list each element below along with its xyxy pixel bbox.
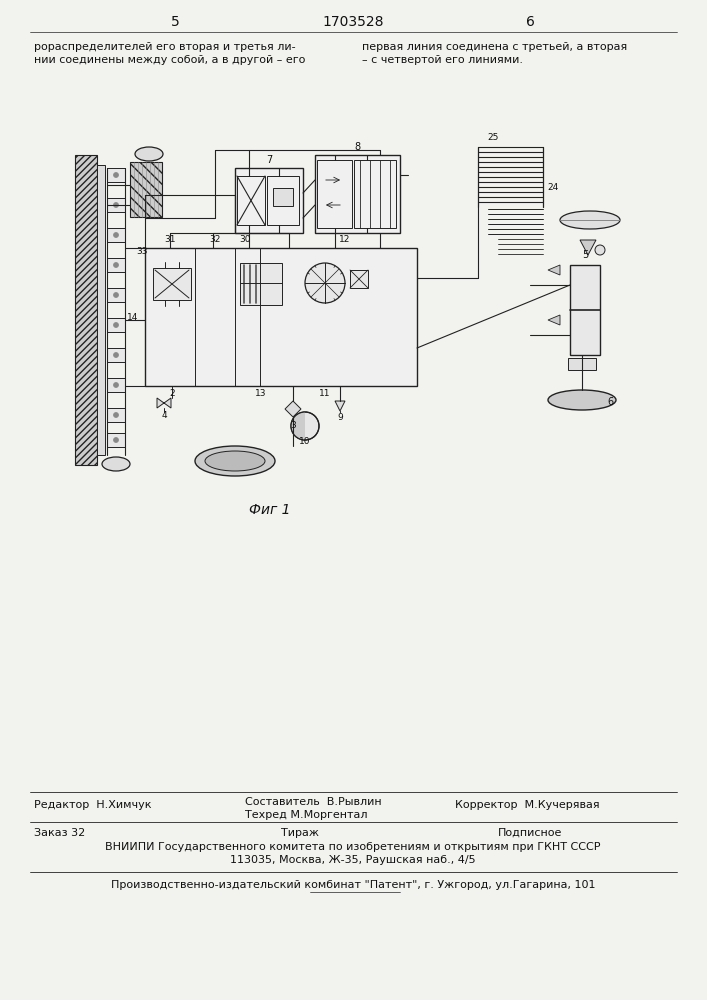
Circle shape — [305, 263, 345, 303]
Text: 8: 8 — [354, 142, 360, 152]
Text: 5: 5 — [170, 15, 180, 29]
Text: 30: 30 — [239, 235, 251, 244]
Text: Тираж: Тираж — [281, 828, 319, 838]
Polygon shape — [548, 265, 560, 275]
Ellipse shape — [548, 390, 616, 410]
Ellipse shape — [102, 457, 130, 471]
Bar — [107, 348, 125, 362]
Text: нии соединены между собой, а в другой – его: нии соединены между собой, а в другой – … — [34, 55, 305, 65]
Text: 32: 32 — [209, 235, 221, 244]
Polygon shape — [157, 398, 171, 408]
Text: 4: 4 — [161, 412, 167, 420]
Bar — [145, 248, 417, 386]
Text: 113035, Москва, Ж-35, Раушская наб., 4/5: 113035, Москва, Ж-35, Раушская наб., 4/5 — [230, 855, 476, 865]
Bar — [107, 408, 125, 422]
Circle shape — [114, 412, 119, 418]
Bar — [570, 265, 600, 355]
Text: 24: 24 — [547, 182, 559, 192]
Circle shape — [114, 322, 119, 328]
Circle shape — [114, 232, 119, 237]
Bar — [350, 270, 368, 288]
Text: 25: 25 — [487, 132, 498, 141]
Bar — [107, 433, 125, 447]
Text: 31: 31 — [164, 235, 176, 244]
Text: 5: 5 — [582, 250, 588, 260]
Bar — [107, 318, 125, 332]
Polygon shape — [580, 240, 596, 255]
Bar — [130, 162, 162, 217]
Bar — [354, 160, 396, 228]
Text: 13: 13 — [255, 389, 267, 398]
Bar — [75, 155, 97, 465]
Ellipse shape — [135, 147, 163, 161]
Bar — [240, 263, 282, 305]
Bar — [107, 168, 125, 182]
Circle shape — [114, 292, 119, 298]
Circle shape — [114, 382, 119, 387]
Circle shape — [114, 438, 119, 442]
Text: 6: 6 — [525, 15, 534, 29]
Text: 10: 10 — [299, 438, 311, 446]
Text: Производственно-издательский комбинат "Патент", г. Ужгород, ул.Гагарина, 101: Производственно-издательский комбинат "П… — [111, 880, 595, 890]
Circle shape — [114, 172, 119, 178]
Ellipse shape — [560, 211, 620, 229]
Circle shape — [114, 262, 119, 267]
Text: 3: 3 — [290, 420, 296, 430]
Bar — [107, 378, 125, 392]
Text: – с четвертой его линиями.: – с четвертой его линиями. — [362, 55, 523, 65]
Polygon shape — [335, 401, 345, 411]
Text: 6: 6 — [607, 397, 613, 407]
Text: 2: 2 — [169, 389, 175, 398]
Bar — [107, 288, 125, 302]
Text: 7: 7 — [266, 155, 272, 165]
Text: ВНИИПИ Государственного комитета по изобретениям и открытиям при ГКНТ СССР: ВНИИПИ Государственного комитета по изоб… — [105, 842, 601, 852]
Bar — [267, 176, 299, 225]
Bar — [153, 268, 191, 300]
Ellipse shape — [205, 451, 265, 471]
Text: 14: 14 — [127, 314, 139, 322]
Circle shape — [114, 202, 119, 208]
Text: Корректор  М.Кучерявая: Корректор М.Кучерявая — [455, 800, 600, 810]
Text: 12: 12 — [339, 235, 351, 244]
Circle shape — [114, 353, 119, 358]
Bar — [235, 168, 303, 233]
Text: Редактор  Н.Химчук: Редактор Н.Химчук — [34, 800, 151, 810]
Wedge shape — [291, 412, 305, 440]
Text: первая линия соединена с третьей, а вторая: первая линия соединена с третьей, а втор… — [362, 42, 627, 52]
Text: Заказ 32: Заказ 32 — [34, 828, 86, 838]
Text: 9: 9 — [337, 412, 343, 422]
Text: 33: 33 — [136, 247, 148, 256]
Text: Фиг 1: Фиг 1 — [250, 503, 291, 517]
Bar — [107, 228, 125, 242]
Polygon shape — [285, 401, 301, 417]
Polygon shape — [548, 315, 560, 325]
Bar — [568, 358, 596, 370]
Text: Составитель  В.Рывлин: Составитель В.Рывлин — [245, 797, 382, 807]
Text: 1703528: 1703528 — [322, 15, 384, 29]
Text: рораспределителей его вторая и третья ли-: рораспределителей его вторая и третья ли… — [34, 42, 296, 52]
Text: Техред М.Моргентал: Техред М.Моргентал — [245, 810, 368, 820]
Text: 11: 11 — [320, 389, 331, 398]
Bar — [97, 165, 105, 455]
Bar — [315, 155, 400, 233]
Bar — [107, 258, 125, 272]
Bar — [317, 160, 352, 228]
Bar — [273, 188, 293, 206]
Circle shape — [595, 245, 605, 255]
Bar — [107, 198, 125, 212]
Bar — [237, 176, 265, 225]
Circle shape — [291, 412, 319, 440]
Text: Подписное: Подписное — [498, 828, 562, 838]
Ellipse shape — [195, 446, 275, 476]
